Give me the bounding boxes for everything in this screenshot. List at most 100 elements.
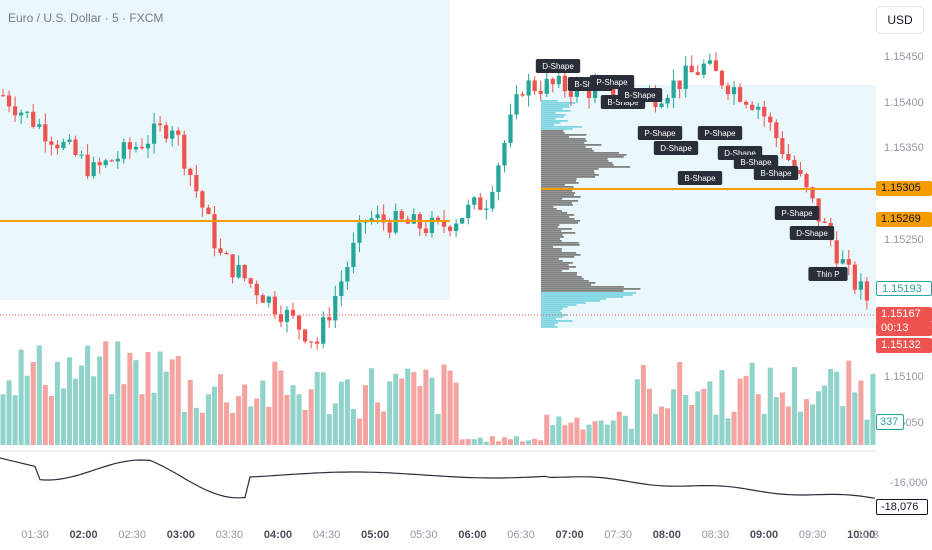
volume-bar bbox=[308, 389, 314, 445]
shape-label-bg bbox=[808, 267, 848, 281]
volume-bar bbox=[193, 407, 199, 445]
volume-bar bbox=[459, 439, 465, 445]
candle-body bbox=[218, 248, 223, 253]
volume-bar bbox=[483, 441, 489, 445]
profile-row bbox=[541, 162, 613, 164]
candle-body bbox=[665, 97, 670, 104]
volume-bar bbox=[375, 402, 381, 445]
volume-bar bbox=[550, 425, 556, 445]
candle-body bbox=[441, 220, 447, 227]
candle-body bbox=[248, 278, 253, 284]
shape-label: B-Shape bbox=[624, 91, 656, 100]
shape-label-bg bbox=[617, 88, 663, 102]
profile-row bbox=[541, 288, 641, 290]
volume-bar bbox=[791, 367, 797, 445]
candle-body bbox=[804, 174, 809, 188]
volume-bar bbox=[42, 385, 48, 445]
candle-body bbox=[671, 80, 676, 98]
shape-label: B-Shape bbox=[607, 98, 639, 107]
profile-row bbox=[541, 324, 555, 326]
volume-bar bbox=[725, 418, 731, 445]
candle-body bbox=[145, 143, 151, 149]
profile-row bbox=[541, 210, 563, 212]
profile-row bbox=[541, 202, 572, 204]
candle-body bbox=[157, 123, 163, 126]
profile-row bbox=[541, 326, 558, 328]
candle-body bbox=[224, 252, 229, 255]
volume-bar bbox=[526, 440, 532, 445]
profile-row bbox=[541, 168, 599, 170]
volume-bar bbox=[677, 362, 683, 445]
x-tick-label: 08:30 bbox=[701, 529, 730, 541]
volume-bar bbox=[18, 349, 24, 445]
profile-row bbox=[541, 266, 576, 268]
volume-bar bbox=[634, 379, 640, 445]
profile-row bbox=[541, 220, 581, 222]
volume-bar bbox=[236, 396, 242, 445]
shape-label-bg bbox=[677, 171, 723, 185]
volume-bar bbox=[217, 374, 224, 445]
candle-body bbox=[689, 65, 694, 73]
volume-bar bbox=[622, 415, 628, 445]
volume-bar bbox=[592, 421, 598, 445]
profile-row bbox=[541, 294, 633, 296]
candle-body bbox=[731, 87, 737, 95]
candle-body bbox=[508, 114, 513, 143]
candle-body bbox=[109, 160, 114, 162]
volume-bar bbox=[278, 370, 284, 445]
oscillator-tick-label: -16,000 bbox=[890, 477, 928, 489]
price-badge: 1.15193 bbox=[876, 281, 932, 296]
volume-bar bbox=[30, 362, 36, 445]
volume-bar bbox=[719, 370, 725, 445]
shape-label-bg bbox=[789, 226, 835, 240]
profile-row bbox=[541, 296, 624, 298]
candle-body bbox=[713, 60, 719, 71]
profile-row bbox=[541, 256, 575, 258]
candle-body bbox=[586, 86, 592, 98]
volume-bar bbox=[864, 419, 870, 445]
candle-body bbox=[496, 165, 501, 192]
volume-bar bbox=[169, 359, 175, 445]
profile-row bbox=[541, 190, 573, 192]
shape-label: B-Shape bbox=[760, 169, 792, 178]
profile-row bbox=[541, 118, 556, 120]
profile-row bbox=[541, 196, 581, 198]
volume-bar bbox=[314, 371, 320, 445]
y-tick-label: 1.15400 bbox=[884, 97, 924, 109]
profile-row bbox=[541, 140, 587, 142]
candle-body bbox=[520, 94, 525, 96]
volume-bar bbox=[520, 441, 526, 445]
price-badge: 1.15269 bbox=[876, 212, 932, 227]
profile-row bbox=[541, 320, 573, 322]
candle-body bbox=[381, 214, 386, 223]
volume-bar bbox=[151, 392, 157, 445]
candle-body bbox=[302, 329, 308, 342]
profile-row bbox=[541, 104, 570, 106]
oscillator-last-value-badge: -18,076 bbox=[876, 499, 928, 515]
candle-body bbox=[31, 111, 36, 127]
profile-row bbox=[541, 204, 573, 206]
profile-row bbox=[541, 300, 600, 302]
currency-button[interactable]: USD bbox=[876, 6, 924, 34]
x-tick-label: 07:30 bbox=[604, 529, 632, 541]
x-tick-label: 09:00 bbox=[749, 529, 779, 541]
profile-row bbox=[541, 272, 577, 274]
profile-row bbox=[541, 160, 609, 162]
candle-body bbox=[387, 222, 392, 233]
profile-row bbox=[541, 136, 570, 138]
profile-row bbox=[541, 314, 568, 316]
candle-body bbox=[321, 317, 326, 344]
candle-body bbox=[864, 281, 870, 301]
volume-bar bbox=[659, 406, 665, 445]
volume-bar bbox=[743, 375, 749, 445]
candle-body bbox=[315, 341, 320, 344]
volume-bar bbox=[671, 389, 677, 445]
shape-label: P-Shape bbox=[704, 129, 736, 138]
volume-bar bbox=[574, 417, 580, 445]
shape-labels: D-ShapeB-ShapeP-ShapeB-ShapeB-ShapeP-Sha… bbox=[535, 59, 848, 281]
volume-bar bbox=[586, 424, 592, 445]
profile-row bbox=[541, 116, 564, 118]
volume-bar bbox=[562, 425, 568, 445]
